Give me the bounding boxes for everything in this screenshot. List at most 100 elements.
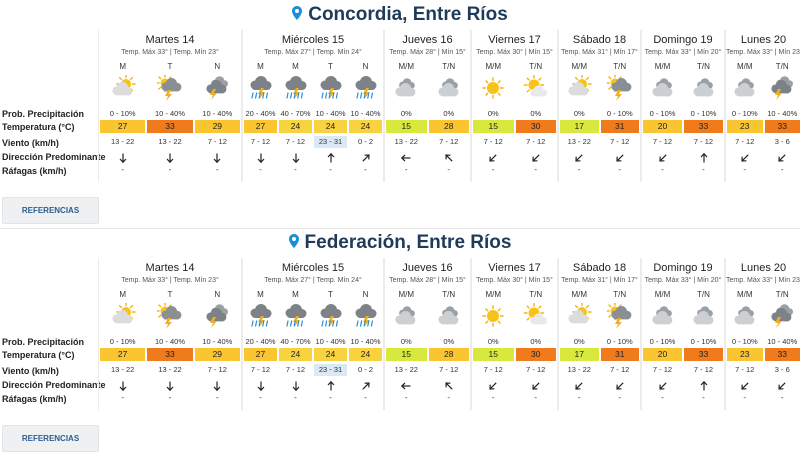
gust-value: - xyxy=(559,393,600,402)
row-label-prob: Prob. Precipitación xyxy=(2,337,84,347)
wind-direction-arrow-icon xyxy=(400,379,412,391)
wind-direction-arrow-icon xyxy=(698,151,710,163)
gust-value: - xyxy=(194,393,241,402)
temperature-cell: 23 xyxy=(727,120,763,133)
gust-value: - xyxy=(99,165,146,174)
references-button[interactable]: REFERENCIAS xyxy=(2,197,99,224)
precip-probability: 10 - 40% xyxy=(764,109,800,118)
storm-sun-icon xyxy=(607,75,633,101)
wind-speed: 7 - 12 xyxy=(195,364,240,376)
gust-value: - xyxy=(726,393,764,402)
cloudy-icon xyxy=(732,303,758,329)
precip-probability: 0% xyxy=(428,337,471,346)
wind-speed: 7 - 12 xyxy=(601,364,640,376)
gust-value: - xyxy=(515,393,558,402)
gust-value: - xyxy=(146,393,193,402)
city-title: Federación, Entre Ríos xyxy=(0,232,800,254)
temperature-cell: 24 xyxy=(279,348,312,361)
precip-probability: 0% xyxy=(515,109,558,118)
storm-rain-icon xyxy=(318,303,344,329)
partly-cloudy-day-icon xyxy=(110,303,136,329)
gust-value: - xyxy=(600,393,641,402)
row-label-temp: Temperatura (°C) xyxy=(2,350,74,360)
period-label: T/N xyxy=(515,290,558,299)
wind-direction-arrow-icon xyxy=(573,379,585,391)
period-label: T/N xyxy=(428,290,471,299)
temperature-cell: 24 xyxy=(314,348,347,361)
wind-direction-arrow-icon xyxy=(325,151,337,163)
wind-direction-arrow-icon xyxy=(255,379,267,391)
period-label: T/N xyxy=(515,62,558,71)
gust-value: - xyxy=(428,165,471,174)
wind-speed: 13 - 22 xyxy=(386,364,427,376)
temperature-cell: 28 xyxy=(429,348,470,361)
gust-value: - xyxy=(642,393,683,402)
temperature-cell: 24 xyxy=(279,120,312,133)
wind-direction-arrow-icon xyxy=(443,151,455,163)
wind-direction-arrow-icon xyxy=(290,151,302,163)
wind-speed: 7 - 12 xyxy=(279,136,312,148)
partly-cloudy-day-icon xyxy=(110,75,136,101)
section-divider xyxy=(0,228,800,229)
period-label: M/M xyxy=(559,62,600,71)
cloudy-icon xyxy=(650,75,676,101)
precip-probability: 10 - 40% xyxy=(348,337,383,346)
cloudy-icon xyxy=(436,303,462,329)
gust-value: - xyxy=(385,165,428,174)
temperature-cell: 33 xyxy=(684,348,723,361)
cloudy-icon xyxy=(436,75,462,101)
storm-rain-icon xyxy=(318,75,344,101)
precip-probability: 10 - 40% xyxy=(313,109,348,118)
sunny-icon xyxy=(480,75,506,101)
references-button[interactable]: REFERENCIAS xyxy=(2,425,99,452)
period-label: T/N xyxy=(600,290,641,299)
temperature-cell: 20 xyxy=(643,120,682,133)
partly-sunny-icon xyxy=(523,303,549,329)
storm-sun-icon xyxy=(157,75,183,101)
cloudy-icon xyxy=(393,75,419,101)
storm-cloud-icon xyxy=(204,75,230,101)
period-label: T xyxy=(313,62,348,71)
period-label: T/N xyxy=(683,62,724,71)
wind-speed: 7 - 12 xyxy=(244,136,277,148)
wind-direction-arrow-icon xyxy=(487,379,499,391)
temperature-cell: 20 xyxy=(643,348,682,361)
gust-value: - xyxy=(278,165,313,174)
precip-probability: 0% xyxy=(559,337,600,346)
gust-value: - xyxy=(683,165,724,174)
row-label-temp: Temperatura (°C) xyxy=(2,122,74,132)
precip-probability: 10 - 40% xyxy=(146,337,193,346)
wind-speed: 7 - 12 xyxy=(727,136,763,148)
wind-speed: 13 - 22 xyxy=(560,136,599,148)
wind-direction-arrow-icon xyxy=(400,151,412,163)
wind-speed: 0 - 2 xyxy=(349,136,382,148)
wind-speed: 7 - 12 xyxy=(516,136,557,148)
cloudy-icon xyxy=(691,75,717,101)
temperature-cell: 33 xyxy=(147,120,192,133)
period-label: M xyxy=(243,62,278,71)
period-label: N xyxy=(348,62,383,71)
precip-probability: 0% xyxy=(515,337,558,346)
temperature-cell: 15 xyxy=(386,348,427,361)
wind-direction-arrow-icon xyxy=(657,379,669,391)
temperature-cell: 15 xyxy=(386,120,427,133)
temperature-cell: 33 xyxy=(765,120,800,133)
storm-sun-icon xyxy=(607,303,633,329)
gust-value: - xyxy=(348,393,383,402)
temperature-cell: 17 xyxy=(560,348,599,361)
gust-value: - xyxy=(385,393,428,402)
row-label-prob: Prob. Precipitación xyxy=(2,109,84,119)
period-label: M xyxy=(99,62,146,71)
gust-value: - xyxy=(472,165,515,174)
temperature-cell: 28 xyxy=(429,120,470,133)
temperature-cell: 27 xyxy=(100,348,145,361)
wind-speed: 13 - 22 xyxy=(100,136,145,148)
